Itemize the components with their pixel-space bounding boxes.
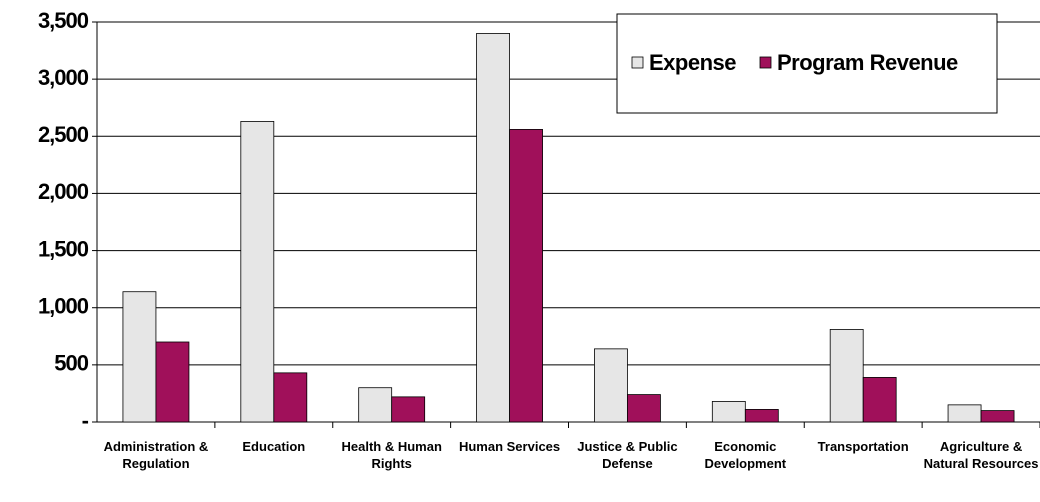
x-tick-label: Agriculture & Natural Resources [923, 439, 1039, 471]
legend-swatch [631, 56, 644, 69]
y-tick-label: 2,500 [38, 122, 89, 147]
y-tick-label: 500 [54, 351, 88, 376]
x-tick-label: Human Services [458, 439, 561, 454]
bar [947, 404, 982, 423]
bar [509, 129, 543, 423]
legend-label: Expense [649, 50, 736, 75]
bar [627, 394, 661, 423]
bar [711, 401, 746, 423]
bar [155, 341, 190, 423]
bar [358, 387, 393, 423]
bar [829, 329, 864, 423]
bar [122, 291, 157, 423]
x-tick-label: Health & Human Rights [341, 439, 442, 471]
legend-label: Program Revenue [777, 50, 958, 75]
x-tick-label: Administration & Regulation [103, 439, 209, 471]
bar [744, 409, 779, 423]
x-tick-label: Economic Development [704, 439, 787, 471]
x-tick-label: Transportation [817, 439, 909, 454]
y-tick-label: 3,500 [38, 8, 89, 33]
y-tick-label: 1,000 [38, 294, 89, 319]
y-tick-label: - [82, 408, 89, 433]
bar [980, 410, 1015, 423]
legend-box [616, 13, 998, 114]
legend-swatch [759, 56, 772, 69]
x-tick-label: Education [242, 439, 306, 454]
x-tick-label: Justice & Public Defense [577, 439, 678, 471]
bar [476, 33, 510, 423]
bar [594, 348, 628, 423]
bar [391, 396, 426, 423]
y-tick-label: 1,500 [38, 236, 89, 261]
y-tick-label: 3,000 [38, 65, 89, 90]
y-tick-label: 2,000 [38, 179, 89, 204]
bar [240, 121, 275, 423]
bar [862, 377, 897, 423]
bar [273, 372, 308, 423]
